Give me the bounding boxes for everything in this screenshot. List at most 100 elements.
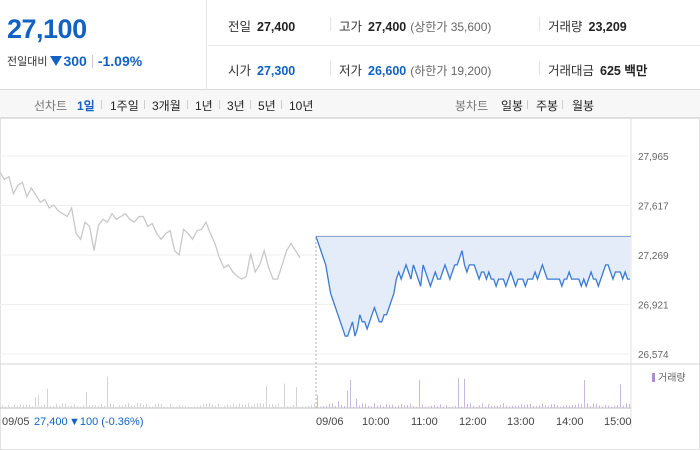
volume-bar: [392, 404, 393, 408]
period-1y-button[interactable]: 1년: [195, 99, 213, 113]
period-10y-button[interactable]: 10년: [289, 99, 314, 113]
volume-bar: [74, 404, 75, 408]
volume-bar: [509, 406, 510, 408]
volume-bar: [416, 406, 417, 408]
volume-bar: [527, 404, 528, 408]
divider: [527, 100, 528, 109]
volume-bar: [473, 405, 474, 408]
volume-bar: [5, 406, 6, 408]
volume-bar: [158, 403, 159, 408]
volume-bar: [494, 405, 495, 408]
volume-bar: [179, 405, 180, 408]
stat-value: 26,600: [368, 64, 407, 78]
volume-bar: [230, 405, 231, 408]
volume-bar: [422, 404, 423, 408]
stat-label: 거래량: [548, 20, 583, 34]
volume-bar: [62, 403, 63, 408]
volume-bar: [347, 390, 348, 408]
volume-bar: [359, 405, 360, 408]
volume-bar: [167, 406, 168, 408]
volume-bar: [299, 406, 300, 408]
volume-bar: [386, 403, 387, 408]
volume-bar: [545, 405, 546, 408]
volume-bar: [602, 406, 603, 408]
volume-bar: [155, 404, 156, 408]
volume-bar: [104, 405, 105, 408]
volume-bar: [587, 403, 588, 408]
volume-bar: [455, 405, 456, 408]
period-1d-button[interactable]: 1일: [77, 99, 95, 113]
x-tick-label: 11:00: [411, 416, 438, 428]
volume-bar: [38, 395, 39, 408]
stat-value: 27,400: [368, 20, 407, 34]
volume-bar: [92, 405, 93, 408]
volume-bar: [251, 405, 252, 408]
volume-bar: [614, 405, 615, 408]
volume-bar: [71, 405, 72, 408]
period-1w-button[interactable]: 1주일: [110, 99, 139, 113]
volume-bar: [149, 405, 150, 408]
volume-bar: [263, 403, 264, 408]
divider: [101, 100, 102, 109]
volume-bar: [188, 406, 189, 408]
volume-bar: [458, 378, 459, 408]
volume-bar: [131, 405, 132, 408]
price-chart[interactable]: 27,965 27,617 27,269 26,921 26,574 거래량 0…: [0, 118, 700, 450]
divider: [330, 17, 331, 31]
volume-bar: [152, 406, 153, 408]
candle-chart-label: 봉차트: [455, 99, 489, 113]
stat-value: 27,400: [257, 20, 296, 34]
volume-bar: [80, 406, 81, 408]
prev-date-label: 09/05: [2, 416, 30, 428]
volume-bar: [371, 406, 372, 408]
volume-bar: [620, 384, 621, 408]
period-5y-button[interactable]: 5년: [258, 99, 276, 113]
volume-bar: [503, 403, 504, 408]
volume-bar: [572, 405, 573, 408]
candle-daily-button[interactable]: 일봉: [501, 99, 524, 113]
volume-bar: [482, 403, 483, 408]
divider: [330, 61, 331, 75]
line-chart-label: 선차트: [34, 99, 68, 113]
stat-label: 거래대금: [548, 64, 595, 78]
period-3y-button[interactable]: 3년: [227, 99, 245, 113]
volume-bar: [623, 406, 624, 408]
volume-bar: [221, 406, 222, 408]
volume-bar: [284, 383, 285, 408]
volume-bar: [374, 403, 375, 408]
volume-bar: [356, 398, 357, 408]
volume-bar: [17, 405, 18, 408]
candle-monthly-button[interactable]: 월봉: [572, 99, 595, 113]
stat-value: 23,209: [588, 20, 627, 34]
volume-bar: [176, 406, 177, 408]
volume-bar: [413, 406, 414, 408]
volume-bar: [14, 404, 15, 408]
y-tick-label: 27,965: [638, 152, 669, 163]
volume-bar: [242, 405, 243, 408]
volume-bar: [551, 404, 552, 408]
volume-legend-swatch: [652, 373, 655, 382]
stat-trade-amount: 거래대금 625 백만: [548, 60, 647, 79]
x-tick-label: 15:00: [604, 416, 632, 428]
volume-bar: [140, 403, 141, 408]
volume-bar: [542, 403, 543, 408]
candle-weekly-button[interactable]: 주봉: [536, 99, 559, 113]
volume-bar: [563, 405, 564, 408]
volume-bar: [410, 403, 411, 408]
divider: [562, 100, 563, 109]
volume-bar: [215, 405, 216, 408]
volume-bar: [26, 404, 27, 408]
volume-bar: [194, 406, 195, 408]
volume-bar: [332, 403, 333, 408]
volume-bar: [65, 403, 66, 408]
volume-bar: [491, 406, 492, 408]
volume-bar: [626, 403, 627, 408]
volume-bar: [401, 403, 402, 408]
period-3m-button[interactable]: 3개월: [152, 99, 181, 113]
volume-bar: [257, 403, 258, 408]
volume-bar: [110, 403, 111, 408]
volume-bar: [86, 391, 87, 408]
y-tick-labels: 27,965 27,617 27,269 26,921 26,574: [638, 152, 669, 361]
volume-bar: [116, 406, 117, 408]
volume-bar: [461, 406, 462, 408]
